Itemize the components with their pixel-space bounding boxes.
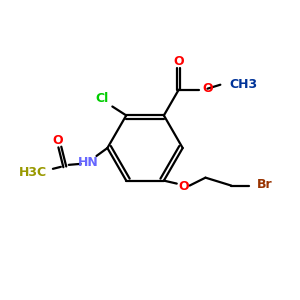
Text: H3C: H3C bbox=[19, 166, 47, 179]
Text: O: O bbox=[52, 134, 63, 147]
Text: O: O bbox=[202, 82, 213, 95]
Text: O: O bbox=[173, 56, 184, 68]
Text: HN: HN bbox=[78, 156, 99, 170]
Text: O: O bbox=[178, 180, 189, 193]
Text: Cl: Cl bbox=[96, 92, 109, 105]
Text: Br: Br bbox=[257, 178, 273, 191]
Text: CH3: CH3 bbox=[229, 78, 257, 91]
